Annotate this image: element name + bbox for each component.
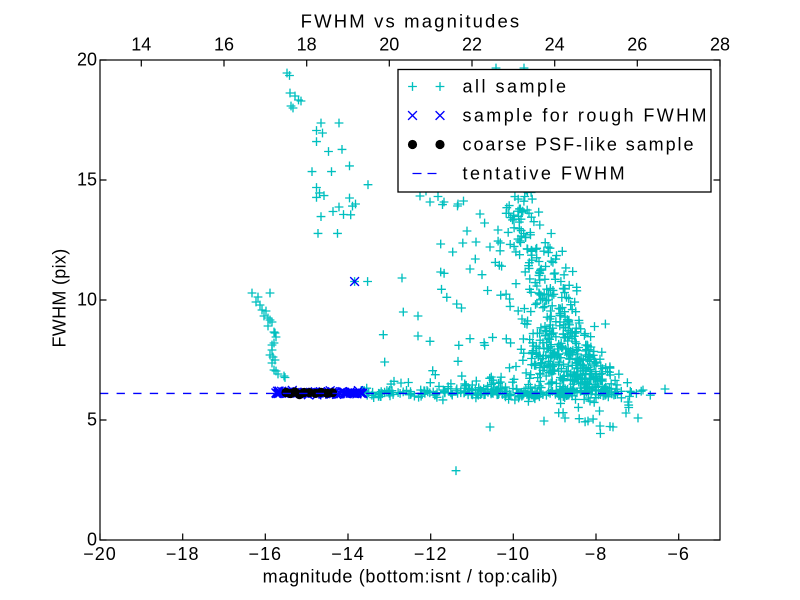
svg-text:24: 24 <box>545 35 565 55</box>
svg-text:FWHM (pix): FWHM (pix) <box>50 249 70 348</box>
svg-text:sample for rough FWHM: sample for rough FWHM <box>463 106 709 126</box>
svg-text:FWHM vs magnitudes: FWHM vs magnitudes <box>301 11 522 32</box>
svg-text:all sample: all sample <box>463 77 569 97</box>
svg-text:16: 16 <box>214 35 234 55</box>
svg-text:15: 15 <box>77 170 97 190</box>
svg-text:−10: −10 <box>497 544 531 564</box>
svg-text:10: 10 <box>77 290 97 310</box>
svg-text:−18: −18 <box>166 544 200 564</box>
svg-text:26: 26 <box>627 35 647 55</box>
svg-text:28: 28 <box>710 35 730 55</box>
svg-text:20: 20 <box>77 50 97 70</box>
svg-text:−6: −6 <box>667 544 690 564</box>
svg-text:−20: −20 <box>83 544 117 564</box>
svg-text:18: 18 <box>297 35 317 55</box>
svg-text:−16: −16 <box>249 544 283 564</box>
svg-text:0: 0 <box>87 530 97 550</box>
svg-text:−12: −12 <box>414 544 448 564</box>
svg-text:22: 22 <box>462 35 482 55</box>
svg-text:−8: −8 <box>585 544 608 564</box>
svg-text:magnitude (bottom:isnt / top:c: magnitude (bottom:isnt / top:calib) <box>263 567 559 587</box>
svg-text:−14: −14 <box>331 544 365 564</box>
svg-text:5: 5 <box>87 410 97 430</box>
svg-text:coarse PSF-like sample: coarse PSF-like sample <box>463 135 696 155</box>
svg-text:14: 14 <box>131 35 151 55</box>
svg-text:20: 20 <box>379 35 399 55</box>
svg-text:tentative FWHM: tentative FWHM <box>463 164 628 184</box>
